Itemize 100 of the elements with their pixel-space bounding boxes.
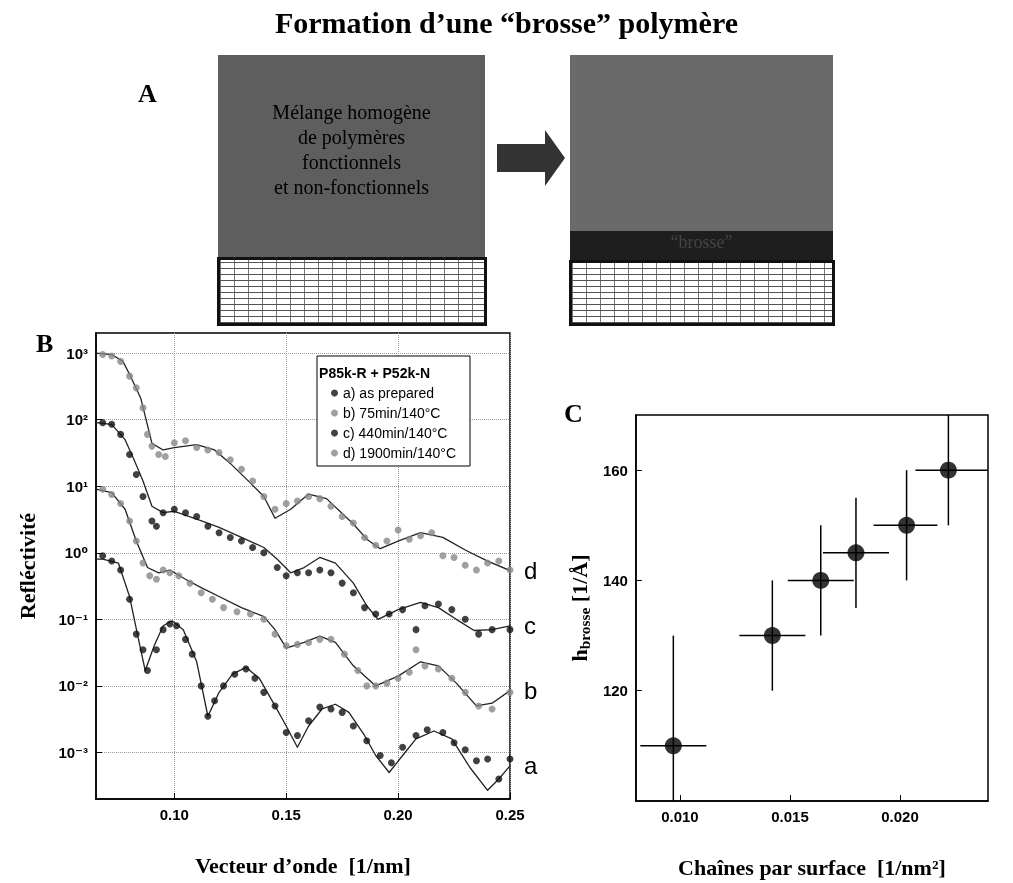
y-tick-label: 10⁰	[64, 544, 88, 562]
point	[327, 502, 335, 510]
point	[126, 517, 134, 525]
point	[215, 449, 223, 457]
text: B	[36, 328, 54, 358]
point	[376, 752, 384, 760]
y-tick-label: 160	[602, 461, 628, 479]
point	[246, 610, 254, 618]
point	[461, 615, 469, 623]
point	[423, 726, 431, 734]
point	[271, 505, 279, 513]
point	[448, 674, 456, 682]
text: b	[524, 677, 538, 705]
point	[126, 595, 134, 603]
point	[434, 665, 442, 673]
legend-title: P85k-R + P52k-N	[319, 365, 431, 381]
point	[143, 430, 151, 438]
point	[372, 682, 380, 690]
point	[117, 499, 125, 507]
point	[421, 602, 429, 610]
x-tick-label: 0.020	[881, 808, 919, 825]
point	[99, 552, 107, 560]
point	[349, 589, 357, 597]
legend-label: b) 75min/140°C	[343, 405, 441, 421]
y-tick-label: 10⁻²	[58, 677, 88, 695]
point	[338, 708, 346, 716]
point	[387, 759, 395, 767]
point	[664, 737, 682, 755]
x-axis-title: Vecteur d’onde [1/nm]	[195, 852, 411, 878]
point	[173, 622, 181, 630]
point	[193, 444, 201, 452]
x-tick-label: 0.10	[159, 806, 189, 823]
y-tick-label: 140	[602, 571, 628, 589]
point	[472, 566, 480, 574]
x-tick-label: 0.20	[383, 806, 413, 823]
point	[812, 571, 830, 589]
point	[434, 600, 442, 608]
point	[99, 351, 107, 359]
point	[506, 688, 514, 696]
point	[327, 635, 335, 643]
point	[197, 589, 205, 597]
point	[155, 450, 163, 458]
point	[220, 604, 228, 612]
point	[117, 566, 125, 574]
point	[293, 569, 301, 577]
point	[193, 513, 201, 521]
point	[282, 728, 290, 736]
point	[450, 739, 458, 747]
point	[939, 461, 957, 479]
point	[204, 712, 212, 720]
point	[399, 743, 407, 751]
point	[372, 610, 380, 618]
point	[260, 688, 268, 696]
point	[472, 757, 480, 765]
point	[293, 640, 301, 648]
text: A	[138, 78, 157, 110]
text: d	[524, 557, 538, 585]
point	[428, 529, 436, 537]
point	[405, 668, 413, 676]
point	[475, 630, 483, 638]
y-axis-title: hbrosse [1/Å]	[566, 554, 593, 662]
point	[260, 549, 268, 557]
point	[108, 352, 116, 360]
point	[204, 522, 212, 530]
point	[372, 541, 380, 549]
point	[405, 535, 413, 543]
point	[316, 703, 324, 711]
point	[231, 670, 239, 678]
text: a	[524, 752, 538, 780]
point	[249, 477, 257, 485]
point	[363, 737, 371, 745]
point	[226, 533, 234, 541]
point	[132, 537, 140, 545]
point	[249, 543, 257, 551]
point	[108, 557, 116, 565]
point	[170, 439, 178, 447]
point	[182, 509, 190, 517]
point	[146, 572, 154, 580]
point	[488, 626, 496, 634]
point	[412, 646, 420, 654]
point	[208, 595, 216, 603]
point	[450, 553, 458, 561]
legend-label: d) 1900min/140°C	[343, 445, 456, 461]
point	[237, 465, 245, 473]
point	[220, 682, 228, 690]
y-tick-label: 120	[602, 682, 628, 700]
point	[282, 499, 290, 507]
point	[439, 552, 447, 560]
point	[461, 561, 469, 569]
point	[412, 731, 420, 739]
point	[385, 610, 393, 618]
legend-label: c) 440min/140°C	[343, 425, 448, 441]
x-tick-label: 0.015	[771, 808, 809, 825]
y-tick-label: 10²	[66, 411, 88, 429]
point	[439, 728, 447, 736]
point	[495, 557, 503, 565]
point	[126, 450, 134, 458]
point	[847, 544, 865, 562]
y-axis-title: Refléctivité	[14, 512, 40, 620]
point	[305, 569, 313, 577]
